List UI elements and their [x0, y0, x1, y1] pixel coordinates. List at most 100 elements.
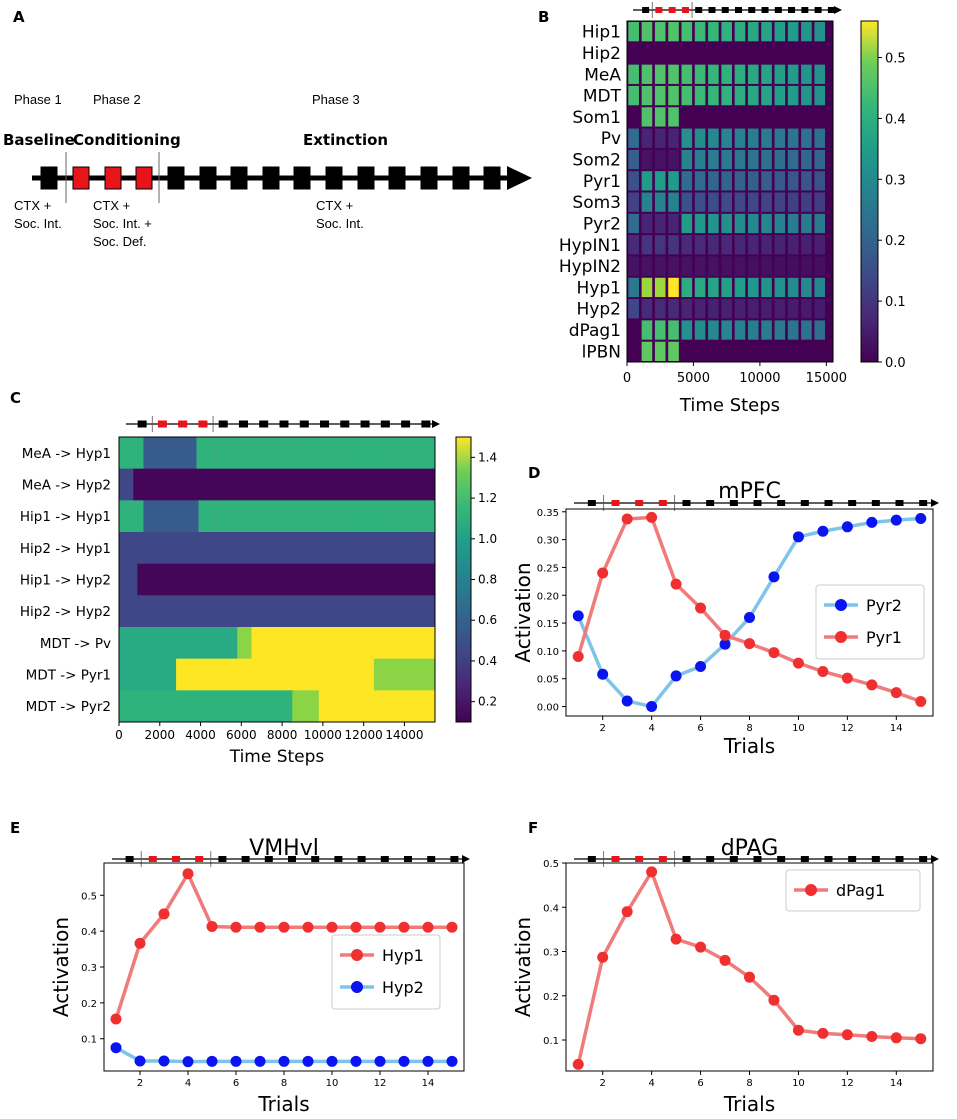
chart-d-point-pyr1	[744, 638, 755, 650]
heatmap-b-cell	[641, 341, 653, 361]
heatmap-b-cell	[654, 64, 666, 84]
chart-d-strip-cond-trial	[635, 500, 644, 506]
x-tick-label-c: 4000	[185, 728, 216, 742]
heatmap-b-cell	[801, 22, 812, 42]
colorbar-c-tick-label: 0.8	[478, 573, 497, 587]
heatmap-b-cell	[721, 277, 732, 298]
chart-e: VMHvl 2 4 6 8 10 12 14 0.1 0.2 0.3 0.4 0.5 Trials Acti…	[49, 836, 470, 1116]
trial-strip-c	[126, 416, 440, 432]
heatmap-b-cell	[641, 235, 653, 255]
phase2-desc-2: Soc. Int. +	[93, 216, 152, 231]
chart-f-strip-trial	[824, 856, 833, 862]
heatmap-b-cell	[734, 22, 746, 42]
heatmap-b-cell	[747, 64, 759, 84]
chart-f-point-dpag1	[597, 951, 609, 963]
heatmap-b-cell	[708, 192, 719, 212]
heatmap-b-cell	[681, 256, 693, 276]
heatmap-b-cell	[801, 213, 812, 234]
panel-c-letter: C	[10, 389, 21, 407]
chart-e-strip-cond-trial	[148, 856, 157, 862]
heatmap-b-cell	[708, 235, 719, 255]
strip-b-trial	[801, 7, 809, 13]
row-label-b: MeA	[584, 65, 621, 85]
colorbar-b-ticks: 0.0 0.1 0.2 0.3 0.4 0.5	[878, 52, 906, 371]
colorbar-c	[455, 436, 472, 723]
chart-e-point-hyp2	[230, 1055, 242, 1067]
chart-e-x-tick-label: 12	[374, 1078, 387, 1089]
heatmap-b-cell	[734, 277, 746, 298]
row-label-b: Som3	[572, 193, 621, 213]
heatmap-b-cell	[761, 277, 772, 298]
heatmap-b-cell	[654, 256, 666, 276]
chart-d-point-pyr2	[768, 571, 780, 583]
chart-f-legend-label: dPag1	[836, 881, 885, 900]
panel-b: B Hip1Hip2MeAMDTSom1PvSom2Pyr1Som3Pyr2Hy…	[538, 2, 906, 416]
chart-d-y-tick-label: 0.30	[537, 536, 559, 547]
strip-c-cond-trial	[178, 420, 188, 428]
chart-e-strip-trial	[357, 856, 366, 862]
chart-e-point-hyp1	[278, 921, 290, 933]
heatmap-b-cell	[628, 277, 639, 298]
colorbar-c-ticks: 0.2 0.4 0.6 0.8 1.0 1.2 1.4	[471, 450, 497, 709]
chart-f-point-dpag1	[670, 933, 682, 945]
chart-e-strip-trial	[427, 856, 436, 862]
heatmap-b-cell	[761, 22, 772, 42]
heatmap-b-cell	[654, 320, 666, 340]
heatmap-b-cell	[694, 320, 706, 340]
heatmap-b-cell	[694, 235, 706, 255]
heatmap-b-cell	[628, 256, 639, 276]
row-label-c: MDT -> Pyr2	[26, 699, 111, 715]
heatmap-b-cell	[721, 85, 732, 106]
heatmap-c-frame	[118, 436, 436, 723]
chart-f-point-dpag1	[817, 1027, 829, 1039]
row-label-b: Hyp1	[577, 278, 621, 298]
chart-e-strip-trial	[404, 856, 412, 862]
phase3-desc-2: Soc. Int.	[316, 216, 364, 231]
chart-d-x-tick-label: 14	[890, 723, 903, 734]
chart-d-y-tick-label: 0.20	[537, 591, 559, 602]
heatmap-b-cell	[734, 256, 746, 276]
trial-box	[293, 166, 311, 190]
heatmap-b-cell	[654, 192, 666, 212]
strip-b-trial	[761, 7, 769, 13]
heatmap-b-x-ticks: 0 5000 10000 15000	[623, 362, 847, 386]
row-label-b: Hip2	[582, 44, 621, 64]
trial-strip-b	[633, 2, 842, 18]
chart-f-strip-trial	[848, 856, 857, 862]
heatmap-b-cell	[747, 213, 759, 234]
heatmap-c-cell	[137, 563, 436, 596]
row-label-c: Hip1 -> Hyp2	[20, 573, 111, 589]
heatmap-c-row-labels: MeA -> Hyp1 MeA -> Hyp2 Hip1 -> Hyp1 Hip2 -…	[20, 446, 111, 715]
x-tick-label-b: 15000	[806, 371, 847, 386]
chart-d-point-pyr1	[866, 679, 878, 691]
row-label-b: MDT	[583, 87, 622, 107]
heatmap-b-cell	[814, 64, 826, 84]
x-tick-label-c: 2000	[145, 728, 176, 742]
chart-e-point-hyp2	[302, 1055, 314, 1067]
chart-f-y-tick-label: 0.5	[543, 859, 559, 870]
strip-b-trial	[735, 7, 742, 13]
heatmap-c-x-ticks: 0 2000 4000 6000 8000 10000 12000 14000	[115, 722, 424, 742]
chart-f-x-tick-label: 6	[697, 1078, 703, 1089]
chart-f-strip-cond-trial	[635, 856, 644, 862]
heatmap-b-cell	[641, 64, 653, 84]
chart-e-point-hyp2	[110, 1042, 122, 1054]
chart-e-strip-cond-trial	[195, 856, 204, 862]
chart-f-point-dpag1	[915, 1033, 927, 1045]
chart-d-x-tick-label: 4	[648, 723, 654, 734]
heatmap-b-cell	[814, 277, 826, 298]
heatmap-c-cell	[119, 595, 436, 628]
chart-f-y-tick-label: 0.3	[543, 948, 559, 959]
chart-d-strip-cond-trial	[611, 500, 620, 506]
heatmap-b	[627, 21, 833, 362]
heatmap-b-cell	[708, 277, 719, 298]
heatmap-b-cell	[814, 192, 826, 212]
chart-e-point-hyp2	[182, 1056, 194, 1068]
heatmap-b-cell	[708, 85, 719, 106]
phase3-name: Phase 3	[312, 92, 360, 107]
chart-d-point-pyr2	[817, 525, 829, 537]
chart-f-xlabel: Trials	[723, 1092, 775, 1116]
chart-d-legend-marker	[835, 599, 847, 611]
heatmap-b-cell	[774, 171, 786, 191]
heatmap-b-cell	[787, 128, 799, 148]
